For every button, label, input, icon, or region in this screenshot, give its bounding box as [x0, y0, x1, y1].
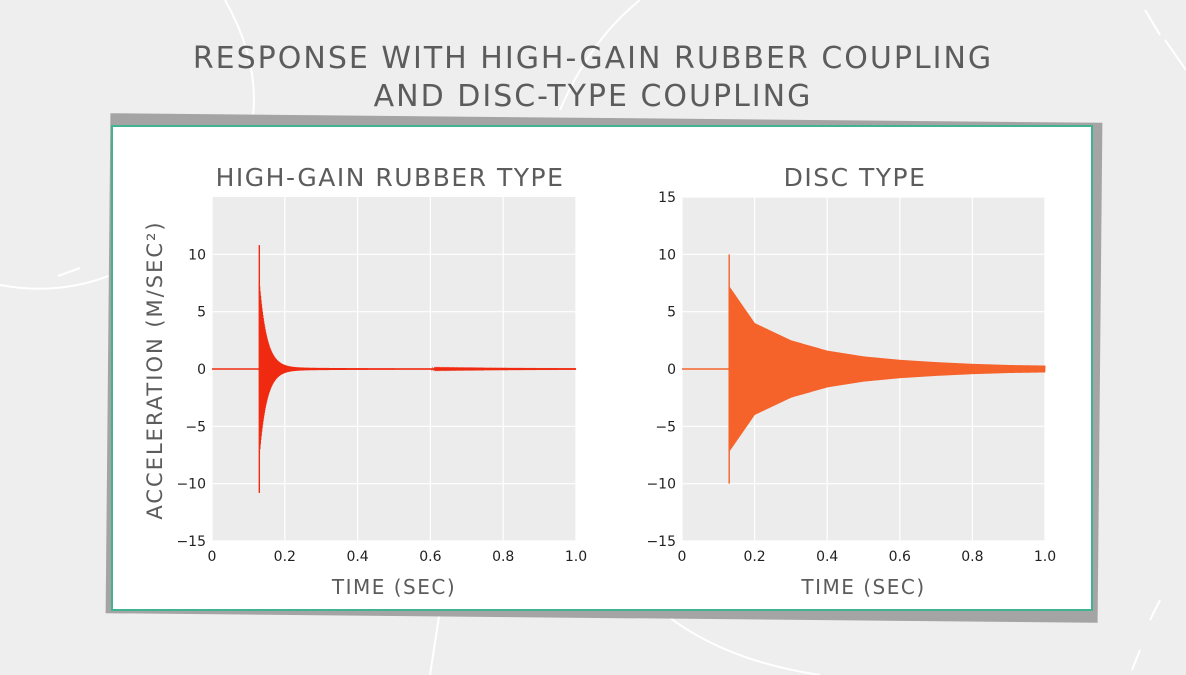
- main-title: RESPONSE WITH HIGH-GAIN RUBBER COUPLING …: [0, 40, 1186, 116]
- chart-card: [111, 125, 1093, 611]
- rubber-x-axis-label: TIME (SEC): [331, 575, 457, 599]
- main-title-line1: RESPONSE WITH HIGH-GAIN RUBBER COUPLING: [192, 41, 994, 76]
- rubber-chart-title: HIGH-GAIN RUBBER TYPE: [215, 163, 565, 192]
- y-axis-label: ACCELERATION (M/SEC²): [143, 220, 167, 520]
- disc-x-axis-label: TIME (SEC): [801, 575, 926, 599]
- disc-chart-title: DISC TYPE: [783, 163, 927, 192]
- main-title-line2: AND DISC-TYPE COUPLING: [373, 79, 813, 114]
